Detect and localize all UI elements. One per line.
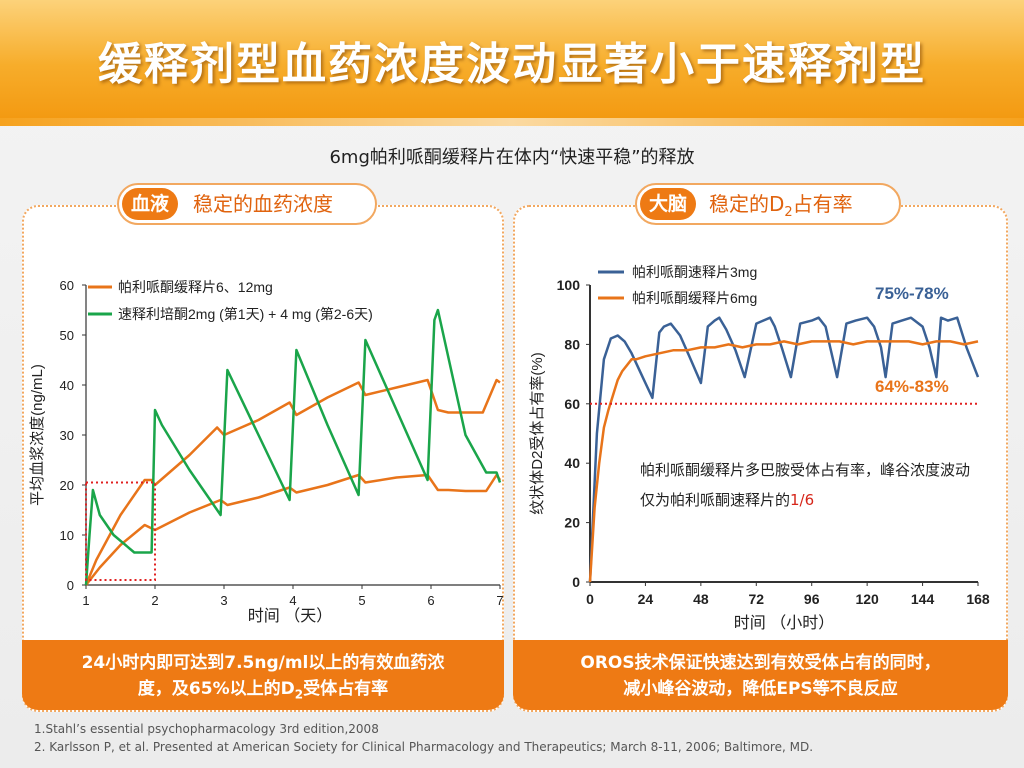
left-tag-text: 稳定的血药浓度 (193, 192, 333, 216)
ir-range-label: 75%-78% (875, 284, 949, 303)
x-axis-title: 时间 （小时） (734, 614, 834, 632)
series-line-1 (588, 340, 979, 583)
x-tick-label: 2 (151, 593, 158, 608)
slide-subtitle: 6mg帕利哌酮缓释片在体内“快速平稳”的释放 (329, 147, 695, 168)
x-tick-label: 5 (358, 593, 365, 608)
right-footer: OROS技术保证快速达到有效受体占有的同时， 减小峰谷波动，降低EPS等不良反应 (513, 640, 1008, 710)
y-tick-label: 60 (60, 278, 74, 293)
er-range-label: 64%-83% (875, 377, 949, 396)
occupancy-note: 帕利哌酮缓释片多巴胺受体占有率，峰谷浓度波动仅为帕利哌酮速释片的1/6 (640, 455, 980, 515)
x-tick-label: 6 (427, 593, 434, 608)
right-tag-text-post: 占有率 (792, 192, 853, 216)
y-axis-title: 平均血浆浓度(ng/mL) (28, 364, 46, 506)
note-ratio: 1/6 (790, 491, 815, 509)
y-tick-label: 80 (564, 336, 580, 352)
right-tag-text-pre: 稳定的D (709, 192, 785, 216)
x-tick-label: 1 (82, 593, 89, 608)
right-tag-text-sub: 2 (784, 205, 793, 220)
right-tag-text: 稳定的D2占有率 (709, 185, 853, 232)
y-tick-label: 0 (572, 574, 580, 590)
note-text: 帕利哌酮缓释片多巴胺受体占有率，峰谷浓度波动仅为帕利哌酮速释片的 (640, 461, 971, 509)
references: 1.Stahl’s essential psychopharmacology 3… (34, 720, 813, 756)
legend-label-r1: 帕利哌酮缓释片6mg (632, 290, 757, 306)
y-tick-label: 50 (60, 328, 74, 343)
right-footer-line1: OROS技术保证快速达到有效受体占有的同时， (580, 653, 941, 673)
legend-label-1: 速释利培酮2mg (第1天) + 4 mg (第2-6天) (118, 306, 373, 322)
left-footer-line2-post: 受体占有率 (303, 679, 389, 699)
slide-title: 缓释剂型血药浓度波动显著小于速释剂型 (98, 39, 926, 90)
early-window-box (85, 481, 156, 581)
x-tick-label: 4 (289, 593, 296, 608)
reference-1: 1.Stahl’s essential psychopharmacology 3… (34, 722, 379, 736)
header-strip (0, 118, 1024, 126)
y-tick-label: 40 (60, 378, 74, 393)
y-tick-label: 40 (564, 455, 580, 471)
y-tick-label: 0 (67, 578, 74, 593)
left-tag: 血液 稳定的血药浓度 (117, 183, 377, 225)
x-tick-label: 168 (966, 591, 990, 607)
y-axis-title: 纹状体D2受体占有率(%) (529, 352, 546, 515)
reference-2: 2. Karlsson P, et al. Presented at Ameri… (34, 740, 814, 754)
x-tick-label: 7 (496, 593, 503, 608)
series-line-0 (588, 316, 980, 583)
series-line-0 (84, 378, 501, 586)
legend-label-0: 帕利哌酮缓释片6、12mg (118, 279, 273, 295)
series-line-1 (85, 473, 502, 586)
header-banner (0, 0, 1024, 118)
x-tick-label: 72 (748, 591, 764, 607)
y-tick-label: 10 (60, 528, 74, 543)
x-tick-label: 24 (638, 591, 654, 607)
left-footer-line2: 度，及65%以上的D2受体占有率 (22, 676, 504, 707)
right-tag: 大脑 稳定的D2占有率 (635, 183, 901, 225)
x-tick-label: 0 (586, 591, 594, 607)
left-tag-badge: 血液 (122, 188, 179, 220)
x-tick-label: 48 (693, 591, 709, 607)
x-tick-label: 144 (911, 591, 935, 607)
left-footer-line2-sub: 2 (294, 687, 304, 702)
y-tick-label: 30 (60, 428, 74, 443)
x-tick-label: 120 (855, 591, 879, 607)
y-tick-label: 100 (557, 277, 581, 293)
left-footer-line1: 24小时内即可达到7.5ng/ml以上的有效血药浓 (81, 653, 445, 673)
left-footer-line2-pre: 度，及65%以上的D (137, 679, 295, 699)
right-tag-badge: 大脑 (640, 188, 697, 220)
x-axis-title: 时间 （天） (248, 607, 332, 625)
x-tick-label: 96 (804, 591, 820, 607)
y-tick-label: 60 (564, 396, 580, 412)
y-tick-label: 20 (564, 515, 580, 531)
legend-label-r0: 帕利哌酮速释片3mg (632, 264, 757, 280)
series-line-2 (84, 308, 502, 586)
y-tick-label: 20 (60, 478, 74, 493)
left-footer: 24小时内即可达到7.5ng/ml以上的有效血药浓 度，及65%以上的D2受体占… (22, 640, 504, 710)
right-footer-line2: 减小峰谷波动，降低EPS等不良反应 (623, 679, 898, 699)
x-tick-label: 3 (220, 593, 227, 608)
